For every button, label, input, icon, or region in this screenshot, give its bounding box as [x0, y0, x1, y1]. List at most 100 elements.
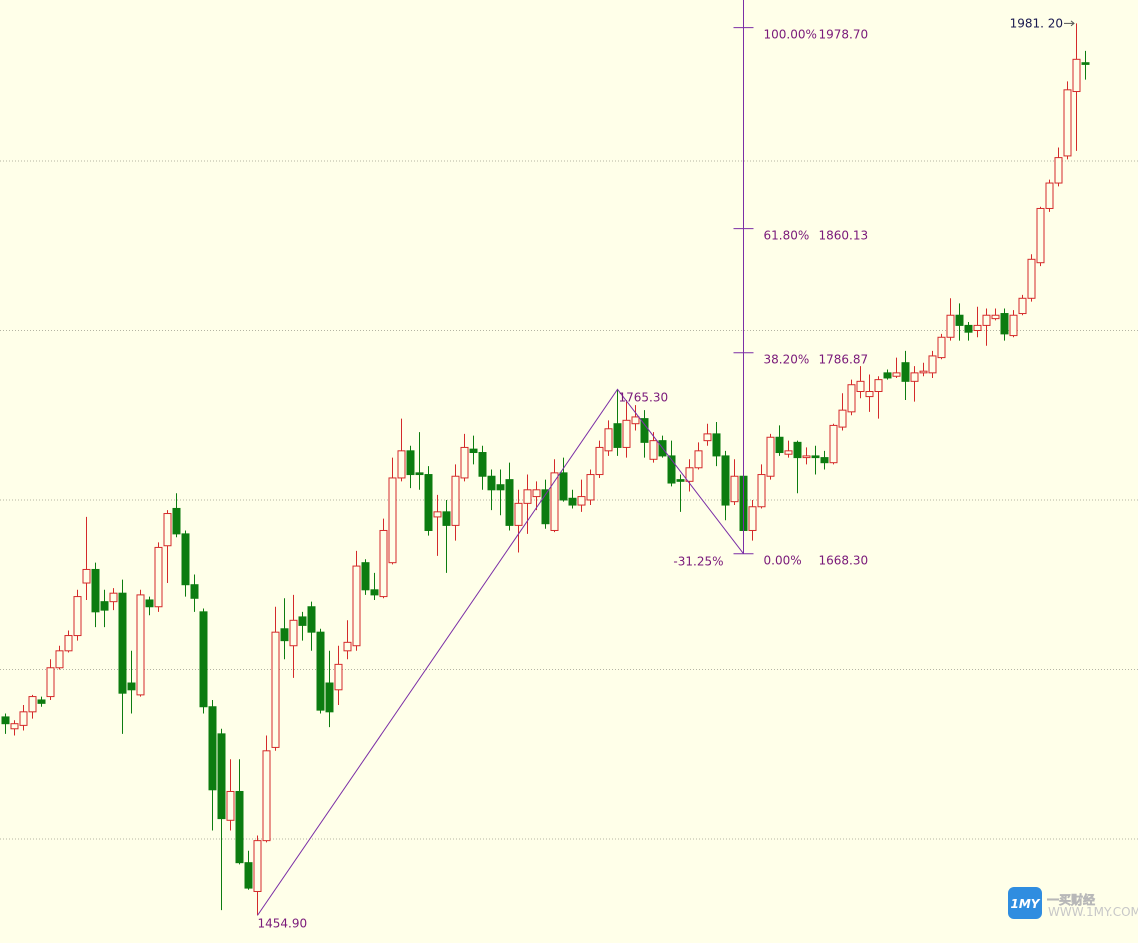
candle-body — [334, 663, 343, 691]
candle-body — [442, 511, 451, 526]
candle-body — [910, 372, 919, 382]
candle-body — [550, 472, 559, 531]
candle-body — [82, 568, 91, 584]
candle-body — [109, 592, 118, 603]
candle-body — [676, 479, 685, 482]
candle-body — [235, 790, 244, 864]
candle-body — [136, 594, 145, 696]
candle-body — [955, 314, 964, 326]
max-arrow-head — [1070, 20, 1075, 27]
zigzag-label: 1454.90 — [258, 916, 308, 930]
candle-body — [145, 599, 154, 608]
fib-percent: 38.20% — [764, 353, 810, 367]
candle-body — [397, 450, 406, 479]
max-label: 1981. 20 — [1010, 16, 1063, 30]
candle-body — [496, 484, 505, 491]
candle-body — [451, 475, 460, 526]
candle-body — [748, 506, 757, 531]
candle-body — [163, 513, 172, 547]
candle-body — [964, 324, 973, 333]
candle-body — [514, 502, 523, 526]
candle-body — [325, 682, 334, 713]
candle-body — [460, 446, 469, 479]
candle-body — [406, 450, 415, 476]
zigzag-label: 1765.30 — [619, 390, 669, 404]
candle-body — [10, 723, 19, 730]
candle-body — [271, 631, 280, 748]
candle-body — [775, 436, 784, 454]
candle-body — [577, 496, 586, 506]
candle-body — [469, 448, 478, 454]
candle-body — [1018, 297, 1027, 315]
candle-body — [19, 711, 28, 726]
candle-body — [1000, 313, 1009, 335]
logo-badge: 1MY — [1011, 897, 1041, 911]
candle-body — [190, 584, 199, 599]
candle-body — [523, 489, 532, 504]
candle-body — [487, 475, 496, 491]
candle-body — [208, 706, 217, 791]
candle-body — [1072, 58, 1081, 93]
candle-body — [847, 384, 856, 413]
candle-body — [361, 562, 370, 591]
fib-price: 1860.13 — [819, 229, 869, 243]
fib-extension: -31.25% — [673, 555, 723, 569]
candle-body — [37, 699, 46, 704]
candle-body — [604, 428, 613, 452]
candle-body — [640, 418, 649, 443]
candle-body — [352, 565, 361, 647]
candle-body — [568, 497, 577, 506]
candle-body — [802, 455, 811, 459]
candle-body — [478, 452, 487, 477]
candle-body — [118, 592, 127, 694]
candle-body — [730, 475, 739, 503]
candle-body — [829, 424, 838, 464]
candle-body — [1027, 258, 1036, 299]
candle-body — [370, 589, 379, 596]
candle-body — [901, 362, 910, 382]
candle-body — [982, 314, 991, 326]
candle-body — [1081, 62, 1090, 65]
candle-body — [757, 474, 766, 508]
candle-body — [1063, 89, 1072, 157]
candle-body — [226, 790, 235, 821]
logo-badge-bg — [1008, 887, 1042, 919]
candle-body — [1045, 182, 1054, 209]
zigzag-line — [257, 388, 744, 916]
candle-body — [199, 611, 208, 708]
candle-body — [937, 336, 946, 359]
candle-body — [415, 472, 424, 476]
candle-body — [928, 355, 937, 374]
candle-body — [694, 450, 703, 469]
candle-body — [289, 619, 298, 647]
candle-body — [991, 314, 1000, 320]
logo-name: 一买财经 — [1047, 892, 1095, 907]
fib-price: 1978.70 — [819, 28, 869, 42]
candle-body — [712, 433, 721, 457]
candle-body — [424, 474, 433, 531]
fib-percent: 61.80% — [764, 229, 810, 243]
candle-body — [91, 568, 100, 613]
candle-body — [244, 862, 253, 889]
candle-body — [280, 628, 289, 642]
candle-body — [919, 370, 928, 374]
candle-body — [667, 455, 676, 484]
logo-url: WWW.1MY.COM — [1048, 905, 1138, 919]
candle-body — [1009, 314, 1018, 337]
fib-tool: 1454.90 1765.30 100.00% 1978.70 61.80% 1860.1… — [257, 0, 1075, 930]
candle-body — [766, 436, 775, 477]
candle-body — [541, 489, 550, 525]
candle-body — [379, 529, 388, 598]
candle-body — [883, 372, 892, 379]
candle-body — [307, 606, 316, 633]
candle-body — [46, 667, 55, 698]
candle-body — [253, 840, 262, 892]
candles — [1, 23, 1090, 916]
candle-body — [172, 507, 181, 535]
candle-body — [820, 457, 829, 464]
candle-body — [865, 391, 874, 398]
watermark: 1MY 一买财经 WWW.1MY.COM — [1008, 887, 1138, 919]
